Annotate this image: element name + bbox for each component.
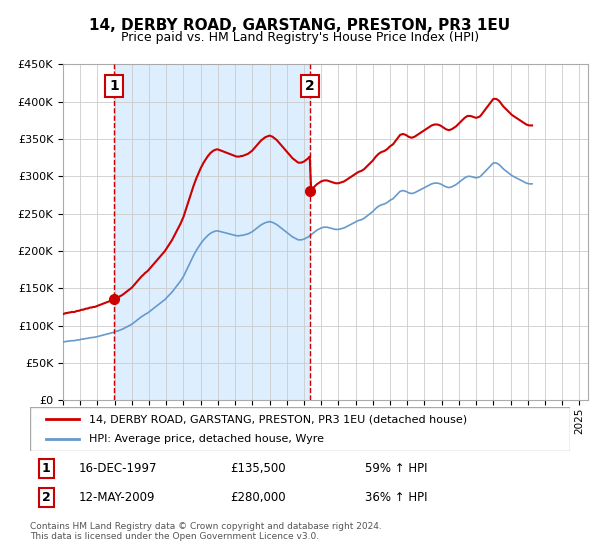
- Text: 12-MAY-2009: 12-MAY-2009: [79, 491, 155, 504]
- Text: 16-DEC-1997: 16-DEC-1997: [79, 462, 157, 475]
- Text: 14, DERBY ROAD, GARSTANG, PRESTON, PR3 1EU: 14, DERBY ROAD, GARSTANG, PRESTON, PR3 1…: [89, 18, 511, 33]
- Text: 2: 2: [42, 491, 50, 504]
- Text: 1: 1: [109, 80, 119, 94]
- Text: 1: 1: [42, 462, 50, 475]
- Text: 2: 2: [305, 80, 315, 94]
- FancyBboxPatch shape: [30, 407, 570, 451]
- Bar: [114, 64, 310, 400]
- Text: £280,000: £280,000: [230, 491, 286, 504]
- Text: HPI: Average price, detached house, Wyre: HPI: Average price, detached house, Wyre: [89, 433, 325, 444]
- Text: 59% ↑ HPI: 59% ↑ HPI: [365, 462, 427, 475]
- Text: 14, DERBY ROAD, GARSTANG, PRESTON, PR3 1EU (detached house): 14, DERBY ROAD, GARSTANG, PRESTON, PR3 1…: [89, 414, 467, 424]
- Text: £135,500: £135,500: [230, 462, 286, 475]
- Text: Contains HM Land Registry data © Crown copyright and database right 2024.: Contains HM Land Registry data © Crown c…: [30, 522, 382, 531]
- Text: 36% ↑ HPI: 36% ↑ HPI: [365, 491, 427, 504]
- Text: Price paid vs. HM Land Registry's House Price Index (HPI): Price paid vs. HM Land Registry's House …: [121, 31, 479, 44]
- Text: This data is licensed under the Open Government Licence v3.0.: This data is licensed under the Open Gov…: [30, 532, 319, 541]
